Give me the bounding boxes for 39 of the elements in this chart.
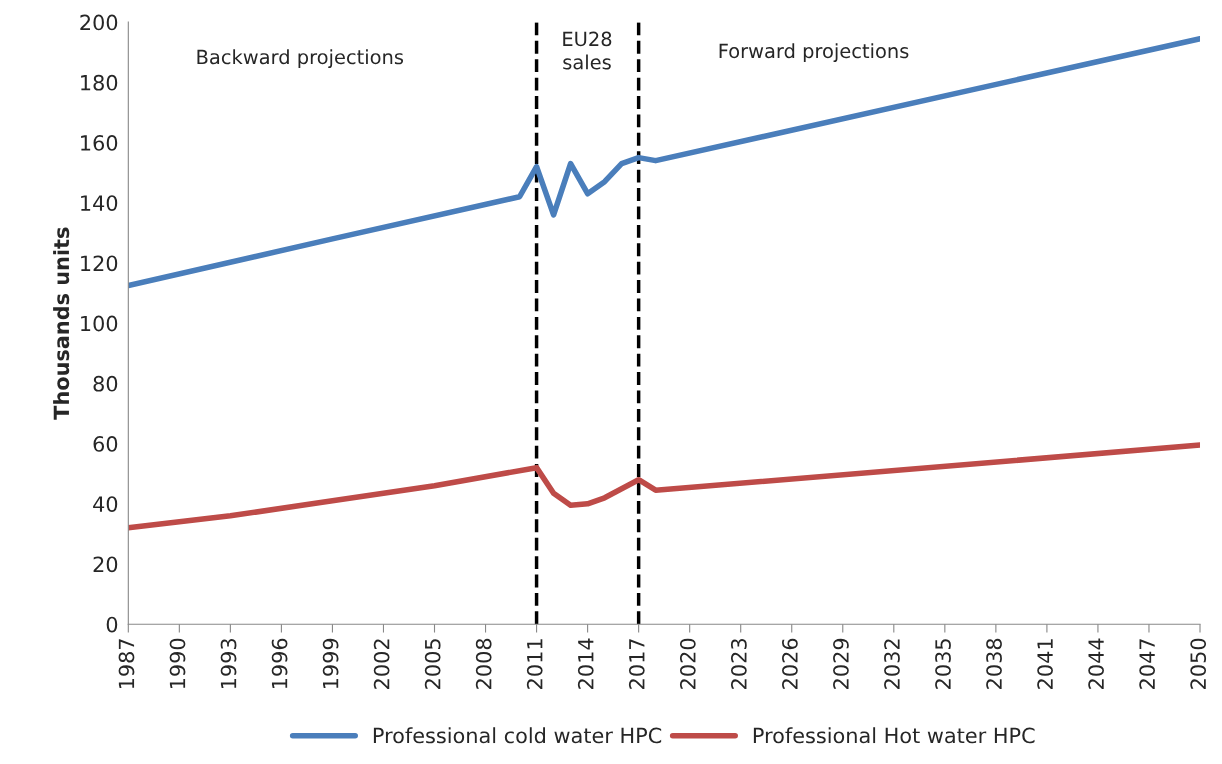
- x-tick-label: 2038: [986, 638, 1002, 689]
- y-tick-label: 120: [81, 255, 118, 272]
- y-tick-label: 0: [106, 616, 118, 633]
- x-tick-label: 2005: [424, 639, 441, 689]
- annotation: Forward projections: [719, 43, 909, 63]
- y-tick-label: 80: [93, 375, 118, 392]
- x-tick-label: 2029: [833, 638, 849, 689]
- x-tick-label: 1993: [220, 639, 237, 689]
- x-tick-label: 2041: [1037, 639, 1053, 689]
- x-tick-label: 2020: [679, 638, 696, 689]
- y-tick-label: 200: [80, 14, 118, 31]
- y-tick-label: 60: [93, 436, 118, 452]
- annotation: EU28 sales: [563, 31, 612, 70]
- y-tick-label: 20: [93, 556, 118, 573]
- annotation: Backward projections: [197, 49, 404, 69]
- x-tick-label: 2044: [1088, 638, 1104, 689]
- y-tick-label: 140: [81, 195, 118, 211]
- legend-label: Professional Hot water HPC: [753, 727, 1035, 744]
- y-tick-label: 40: [93, 496, 118, 512]
- x-tick-label: 2017: [628, 639, 645, 689]
- x-tick-label: 2026: [782, 638, 798, 689]
- x-tick-label: 2050: [1190, 638, 1207, 689]
- x-tick-label: 1987: [118, 639, 135, 689]
- y-tick-label: 160: [81, 135, 118, 151]
- x-tick-label: 1990: [169, 638, 186, 689]
- x-tick-label: 2032: [884, 639, 900, 689]
- y-tick-label: 180: [81, 74, 118, 91]
- x-tick-label: 2011: [526, 639, 543, 689]
- x-tick-label: 2002: [373, 639, 390, 689]
- x-tick-label: 2014: [577, 638, 594, 689]
- y-tick-label: 100: [81, 315, 118, 332]
- x-tick-label: 2035: [935, 639, 951, 689]
- legend-label: Professional cold water HPC: [373, 727, 662, 744]
- x-tick-label: 2047: [1139, 639, 1156, 689]
- x-tick-label: 1996: [271, 638, 288, 689]
- x-tick-label: 2008: [475, 638, 492, 689]
- y-axis-title: Thousands units: [53, 227, 70, 420]
- x-tick-label: 2023: [730, 639, 747, 689]
- x-tick-label: 1999: [322, 638, 339, 689]
